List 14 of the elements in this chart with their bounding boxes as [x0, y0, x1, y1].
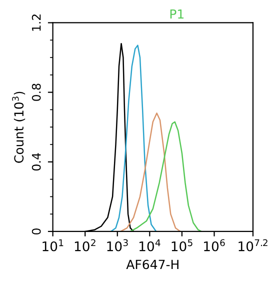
x-tick-label: 10$^{7.2}$ — [238, 239, 268, 252]
y-tick-label: 0 — [32, 228, 41, 234]
x-axis-title: AF647-H — [126, 260, 178, 270]
x-tick-label: 10$^{5}$ — [172, 239, 192, 252]
y-tick-label: 1.2 — [32, 14, 41, 31]
x-tick-label: 10$^{4}$ — [140, 239, 160, 252]
x-tick-label: 10$^{1}$ — [42, 239, 64, 252]
chart-title: P1 — [170, 9, 184, 19]
x-tick-label: 10$^{3}$ — [107, 239, 128, 252]
x-tick-label: 10$^{6}$ — [204, 239, 225, 252]
x-tick-label: 10$^{2}$ — [74, 239, 96, 252]
y-axis-title: Count (10$^{3}$) — [12, 92, 26, 163]
y-tick-label: 0.4 — [32, 153, 41, 170]
y-tick-label: 0.8 — [32, 84, 41, 101]
